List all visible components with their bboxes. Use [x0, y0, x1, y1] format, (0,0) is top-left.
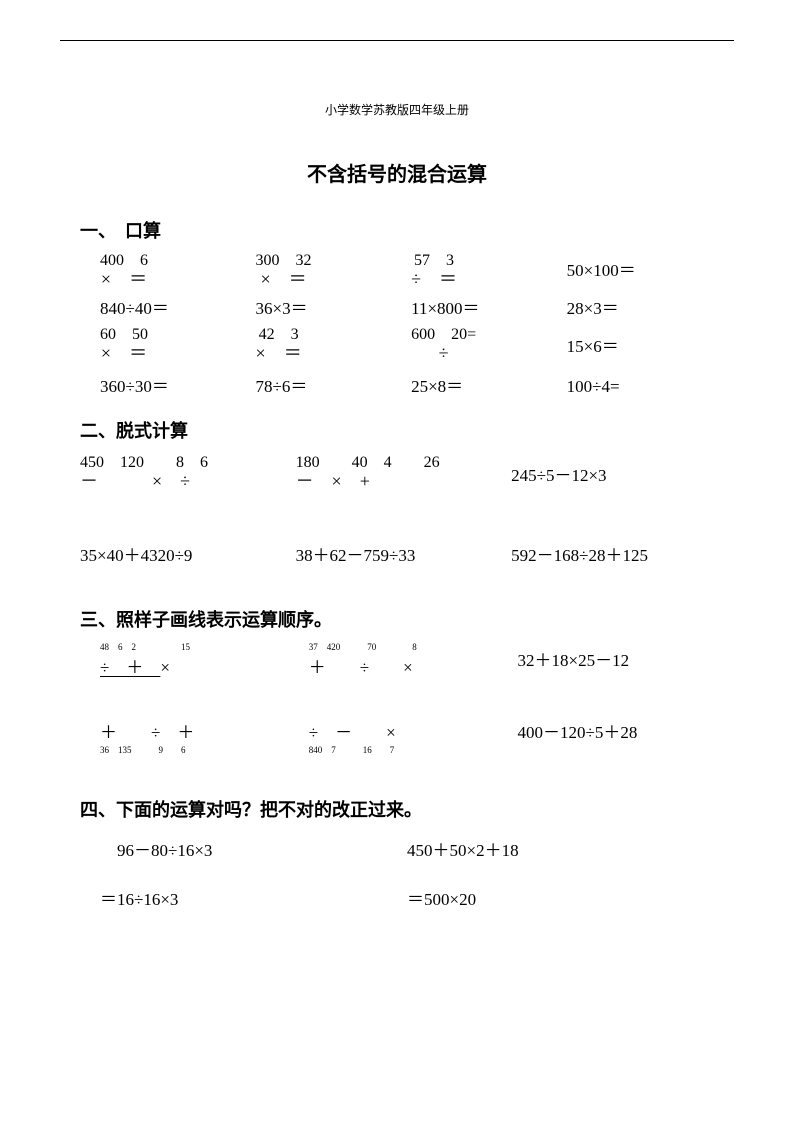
- mental-row-2: 840÷40＝ 36×3＝ 11×800＝ 28×3＝: [80, 299, 714, 319]
- top-rule: [60, 40, 734, 41]
- stack-top: 57 3: [414, 252, 454, 269]
- cell: 48 6 2 15 ÷ ＋ ×: [100, 640, 296, 678]
- stack-bot: × ＝: [256, 343, 302, 363]
- cell: ÷ － × 840 7 16 7: [309, 718, 505, 756]
- cell: 11×800＝: [411, 299, 558, 319]
- cell: 245÷5－12×3: [511, 453, 714, 491]
- cell: 25×8＝: [411, 377, 558, 397]
- stack-top: 400 6: [100, 252, 148, 269]
- tiny-top: 48 6 2 15: [100, 640, 296, 653]
- stack-bot: ÷: [439, 343, 449, 363]
- stack-top: 300 32: [256, 252, 312, 269]
- cell: 35×40＋4320÷9: [80, 541, 283, 566]
- stack-bot: ÷ ＝: [411, 269, 457, 289]
- section-4-head: 四、下面的运算对吗？把不对的改正过来。: [80, 796, 714, 822]
- cell: 78÷6＝: [256, 377, 403, 397]
- cell: 592－168÷28＋125: [511, 541, 714, 566]
- section-2-head: 二、脱式计算: [80, 417, 714, 443]
- cell: 400 6× ＝: [100, 251, 247, 289]
- mental-row-3: 60 50× ＝ 42 3× ＝ 600 20=÷ 15×6＝: [80, 325, 714, 363]
- step-row-2: 35×40＋4320÷9 38＋62－759÷33 592－168÷28＋125: [80, 541, 714, 566]
- stack-bot: × ＝: [101, 269, 147, 289]
- stack-bot: － × ÷: [80, 471, 190, 491]
- cell: 300 32× ＝: [256, 251, 403, 289]
- section-3-head: 三、照样子画线表示运算顺序。: [80, 606, 714, 632]
- cell: 60 50× ＝: [100, 325, 247, 363]
- stack-top: 42 3: [259, 326, 299, 343]
- book-label: 小学数学苏教版四年级上册: [80, 101, 714, 118]
- stack-top: 600 20=: [411, 326, 476, 343]
- cell: 32＋18×25－12: [518, 640, 714, 678]
- cell: 400－120÷5＋28: [518, 718, 714, 756]
- mental-row-4: 360÷30＝ 78÷6＝ 25×8＝ 100÷4=: [80, 377, 714, 397]
- section-1-head: 一、 口算: [80, 217, 714, 243]
- page: 小学数学苏教版四年级上册 不含括号的混合运算 一、 口算 400 6× ＝ 30…: [0, 0, 794, 950]
- tiny-bot: 840 7 16 7: [309, 743, 505, 756]
- cell: 42 3× ＝: [256, 325, 403, 363]
- step-row-1: 450 120 8 6－ × ÷ 180 40 4 26－ × + 245÷5－…: [80, 453, 714, 491]
- stack-bot: － × +: [296, 471, 370, 491]
- stack-bot: × ＝: [260, 269, 306, 289]
- stack-top: 180 40 4 26: [296, 454, 440, 471]
- expr-line: ÷ － ×: [309, 718, 505, 743]
- cell: 180 40 4 26－ × +: [296, 453, 499, 491]
- cell: 28×3＝: [567, 299, 714, 319]
- cell: 37 420 70 8 ＋ ÷ ×: [309, 640, 505, 678]
- main-title: 不含括号的混合运算: [80, 158, 714, 187]
- s4-row-1: 96－80÷16×3 450＋50×2＋18: [80, 836, 714, 861]
- cell: 15×6＝: [567, 325, 714, 363]
- cell: 100÷4=: [567, 377, 714, 397]
- mental-row-1: 400 6× ＝ 300 32× ＝ 57 3÷ ＝ 50×100＝: [80, 251, 714, 289]
- s4-left: 96－80÷16×3: [100, 836, 407, 861]
- cell: 57 3÷ ＝: [411, 251, 558, 289]
- expr-line: ＋ ÷ ＋: [100, 718, 296, 743]
- underlined: ÷ ＋: [100, 658, 160, 677]
- order-row-1: 48 6 2 15 ÷ ＋ × 37 420 70 8 ＋ ÷ × 32＋18×…: [80, 640, 714, 678]
- expr-line: ＋ ÷ ×: [309, 653, 505, 678]
- cell: 360÷30＝: [100, 377, 247, 397]
- cell: 38＋62－759÷33: [296, 541, 499, 566]
- cell: 36×3＝: [256, 299, 403, 319]
- tiny-top: 37 420 70 8: [309, 640, 505, 653]
- order-row-2: ＋ ÷ ＋ 36 135 9 6 ÷ － × 840 7 16 7 400－12…: [80, 718, 714, 756]
- s4-row-2: ＝16÷16×3 ＝500×20: [80, 885, 714, 910]
- stack-top: 450 120 8 6: [80, 454, 208, 471]
- tiny-bot: 36 135 9 6: [100, 743, 296, 756]
- s4-left: ＝16÷16×3: [100, 885, 407, 910]
- cell: 600 20=÷: [411, 325, 558, 363]
- cell: ＋ ÷ ＋ 36 135 9 6: [100, 718, 296, 756]
- expr: 50×100＝: [567, 261, 636, 280]
- expr-line: ÷ ＋ ×: [100, 653, 296, 678]
- stack-top: 60 50: [100, 326, 148, 343]
- s4-right: ＝500×20: [407, 885, 714, 910]
- s4-right: 450＋50×2＋18: [407, 836, 714, 861]
- cell: 840÷40＝: [100, 299, 247, 319]
- stack-bot: × ＝: [101, 343, 147, 363]
- expr: 15×6＝: [567, 337, 619, 356]
- cell: 50×100＝: [567, 251, 714, 289]
- cell: 450 120 8 6－ × ÷: [80, 453, 283, 491]
- rest: ×: [160, 658, 170, 677]
